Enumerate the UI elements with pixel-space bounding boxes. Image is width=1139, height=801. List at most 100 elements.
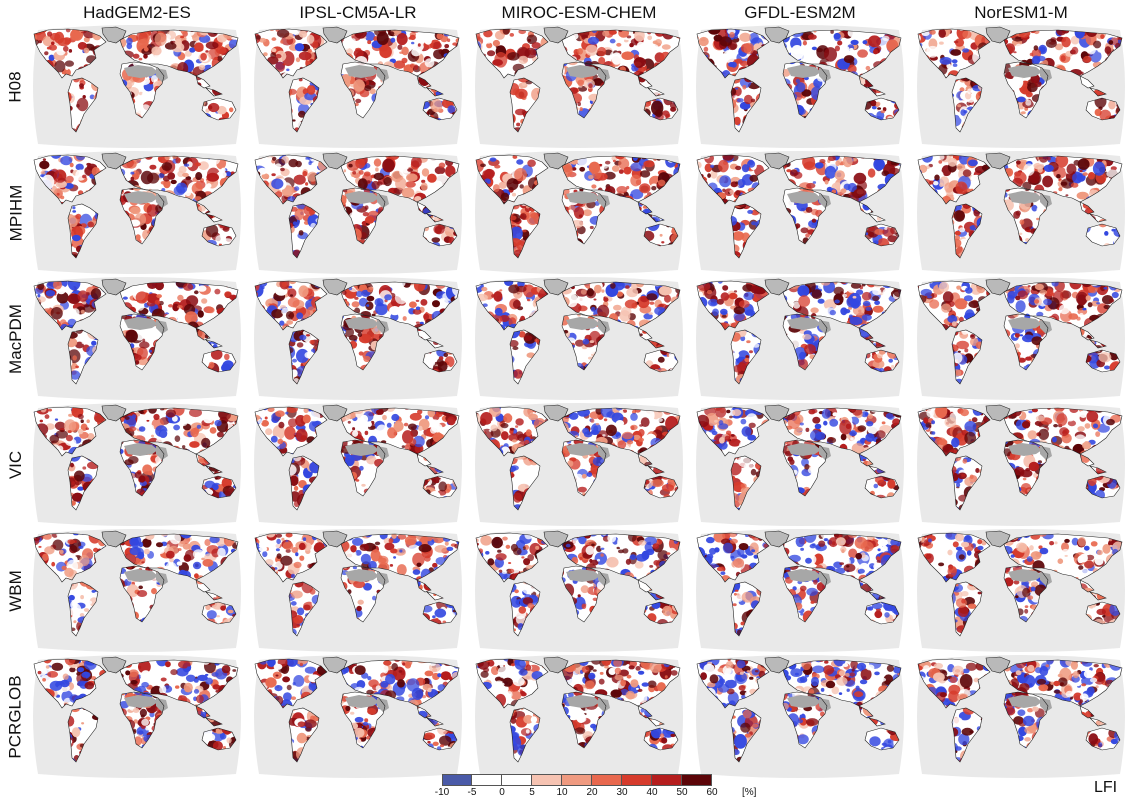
map-panel-macpdm-hadgem2-es bbox=[28, 276, 246, 400]
arabia-mask bbox=[598, 68, 610, 82]
coastline bbox=[951, 329, 983, 385]
greenland bbox=[322, 656, 348, 674]
coastline bbox=[119, 565, 165, 623]
sahara-mask bbox=[566, 443, 600, 456]
coastline bbox=[858, 327, 886, 349]
world-map bbox=[475, 151, 683, 274]
coastline bbox=[696, 658, 770, 709]
arabia-mask bbox=[1040, 320, 1052, 334]
coastline bbox=[254, 280, 328, 331]
world-map bbox=[254, 655, 462, 778]
row-label-text: VIC bbox=[6, 450, 25, 480]
map-panel-vic-miroc-esm-chem bbox=[470, 402, 688, 526]
coastline bbox=[340, 187, 386, 245]
coastline bbox=[416, 75, 444, 97]
map-panel-wbm-hadgem2-es bbox=[28, 528, 246, 652]
coastline bbox=[637, 201, 665, 223]
coastline bbox=[119, 313, 165, 371]
row-label-vic: VIC bbox=[4, 402, 28, 528]
map-panel-vic-gfdl-esm2m bbox=[691, 402, 909, 526]
map-panel-pcrglob-ipsl-cm5a-lr bbox=[249, 654, 467, 778]
world-map bbox=[917, 655, 1125, 778]
coastline bbox=[288, 329, 320, 385]
coastline bbox=[864, 601, 900, 625]
coastline bbox=[288, 455, 320, 511]
coastline bbox=[561, 281, 681, 329]
arabia-mask bbox=[819, 698, 831, 712]
coastline bbox=[696, 154, 770, 205]
map-panel-wbm-ipsl-cm5a-lr bbox=[249, 528, 467, 652]
world-map bbox=[33, 403, 241, 526]
arabia-mask bbox=[819, 572, 831, 586]
coastline bbox=[730, 203, 762, 259]
greenland bbox=[764, 152, 790, 170]
coastline bbox=[1003, 29, 1123, 77]
coastline bbox=[119, 691, 165, 749]
map-panel-pcrglob-hadgem2-es bbox=[28, 654, 246, 778]
coastline bbox=[254, 154, 328, 205]
coastline bbox=[195, 75, 223, 97]
arabia-mask bbox=[598, 572, 610, 586]
row-label-text: PCRGLOB bbox=[6, 675, 26, 759]
map-panel-vic-hadgem2-es bbox=[28, 402, 246, 526]
coastline bbox=[254, 532, 328, 583]
colorbar-tick: 30 bbox=[616, 787, 628, 798]
sahara-mask bbox=[566, 191, 600, 204]
coastline bbox=[254, 406, 328, 457]
coastline bbox=[730, 77, 762, 133]
coastline bbox=[730, 707, 762, 763]
colorbar-segment bbox=[652, 774, 682, 786]
coastline bbox=[1079, 453, 1107, 475]
map-panel-pcrglob-miroc-esm-chem bbox=[470, 654, 688, 778]
coastline bbox=[340, 659, 460, 707]
coastline bbox=[475, 28, 549, 79]
coastline bbox=[858, 579, 886, 601]
coastline bbox=[858, 201, 886, 223]
arabia-mask bbox=[156, 572, 168, 586]
sahara-mask bbox=[566, 695, 600, 708]
coastline bbox=[1003, 533, 1123, 581]
coastline bbox=[637, 327, 665, 349]
arabia-mask bbox=[377, 320, 389, 334]
greenland bbox=[322, 152, 348, 170]
map-panel-wbm-noresm1-m bbox=[912, 528, 1130, 652]
arabia-mask bbox=[156, 698, 168, 712]
coastline bbox=[696, 406, 770, 457]
greenland bbox=[764, 404, 790, 422]
sahara-mask bbox=[787, 695, 821, 708]
coastline bbox=[637, 579, 665, 601]
row-label-mpihm: MPIHM bbox=[4, 150, 28, 276]
sahara-mask bbox=[124, 443, 158, 456]
coastline bbox=[340, 29, 460, 77]
world-map bbox=[917, 403, 1125, 526]
arabia-mask bbox=[1040, 194, 1052, 208]
greenland bbox=[322, 26, 348, 44]
greenland bbox=[543, 278, 569, 296]
coastline bbox=[416, 327, 444, 349]
arabia-mask bbox=[377, 194, 389, 208]
world-map bbox=[475, 529, 683, 652]
coastline bbox=[561, 313, 607, 371]
greenland bbox=[322, 404, 348, 422]
coastline bbox=[1085, 727, 1121, 751]
sahara-mask bbox=[345, 695, 379, 708]
arabia-mask bbox=[377, 446, 389, 460]
world-map bbox=[254, 151, 462, 274]
coastline bbox=[201, 349, 237, 373]
world-map bbox=[917, 25, 1125, 148]
coastline bbox=[782, 281, 902, 329]
map-panel-mpihm-hadgem2-es bbox=[28, 150, 246, 274]
map-panel-h08-noresm1-m bbox=[912, 24, 1130, 148]
coastline bbox=[782, 565, 828, 623]
arabia-mask bbox=[377, 698, 389, 712]
world-map bbox=[254, 25, 462, 148]
coastline bbox=[33, 658, 107, 709]
coastline bbox=[1003, 565, 1049, 623]
greenland bbox=[101, 278, 127, 296]
colorbar-segment bbox=[442, 774, 472, 786]
coastline bbox=[340, 407, 460, 455]
coastline bbox=[67, 707, 99, 763]
coastline bbox=[119, 439, 165, 497]
map-panel-h08-ipsl-cm5a-lr bbox=[249, 24, 467, 148]
coastline bbox=[67, 455, 99, 511]
